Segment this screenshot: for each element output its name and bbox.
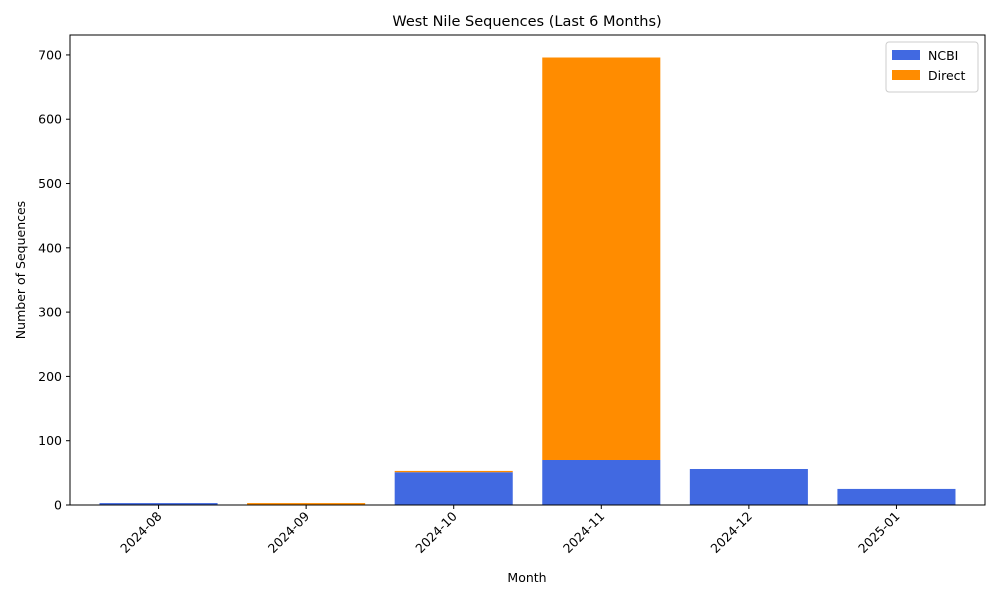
y-tick-label: 600 (38, 112, 62, 127)
y-axis-label: Number of Sequences (13, 201, 28, 339)
bar-ncbi-2024-11 (542, 459, 661, 505)
bar-direct-2024-11 (542, 57, 661, 460)
x-tick-label: 2024-09 (265, 508, 313, 556)
legend: NCBI Direct (885, 41, 979, 93)
y-tick-label: 400 (38, 240, 62, 255)
x-tick-label: 2024-12 (707, 509, 755, 557)
x-tick-label: 2024-08 (117, 508, 165, 556)
y-tick-label: 100 (38, 433, 62, 448)
y-tick-label: 700 (38, 47, 62, 62)
legend-label-ncbi: NCBI (928, 48, 958, 63)
x-axis-label: Month (507, 570, 546, 585)
legend-swatch-direct (892, 70, 920, 80)
y-tick-label: 300 (38, 305, 62, 320)
bars-group (99, 57, 956, 505)
bar-ncbi-2025-01 (837, 488, 956, 505)
bar-ncbi-2024-10 (394, 472, 513, 505)
legend-swatch-ncbi (892, 50, 920, 60)
legend-label-direct: Direct (928, 68, 966, 83)
y-tick-label: 0 (54, 498, 62, 513)
bar-direct-2024-09 (247, 503, 366, 505)
bar-ncbi-2024-08 (99, 503, 218, 505)
plot-frame (69, 34, 986, 506)
x-axis: 2024-08 2024-09 2024-10 2024-11 2024-12 2025-… (117, 505, 903, 557)
bar-ncbi-2024-12 (689, 468, 808, 505)
y-tick-label: 500 (38, 176, 62, 191)
bar-direct-2024-10 (394, 470, 513, 473)
y-tick-label: 200 (38, 369, 62, 384)
x-tick-label: 2024-10 (412, 508, 460, 556)
x-tick-label: 2025-01 (855, 509, 903, 557)
y-axis: 0 100 200 300 400 500 600 700 (38, 47, 70, 513)
x-tick-label: 2024-11 (560, 509, 608, 557)
chart-title: West Nile Sequences (Last 6 Months) (392, 14, 661, 30)
